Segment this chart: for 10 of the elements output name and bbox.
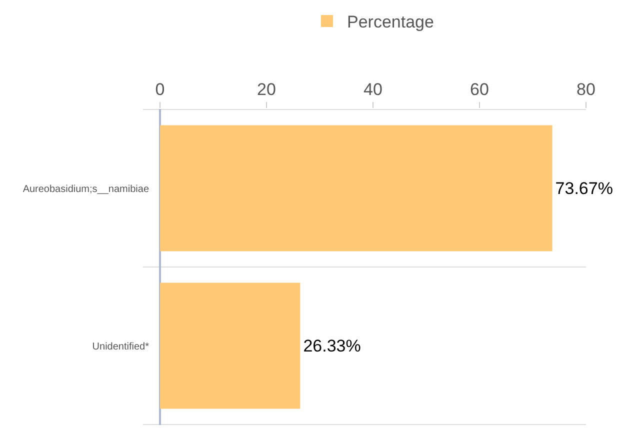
legend-label: Percentage [347, 12, 434, 32]
x-tick-label: 0 [155, 80, 165, 100]
y-tick-label: Unidentified* [92, 341, 150, 352]
data-label: 73.67% [555, 178, 613, 198]
y-tick-label: Aureobasidium;s__namibiae [22, 184, 150, 195]
data-label: 26.33% [303, 336, 361, 356]
x-tick-label: 20 [257, 80, 276, 100]
x-tick-label: 80 [576, 80, 596, 100]
x-tick-label: 40 [364, 80, 382, 100]
x-tick-label: 60 [470, 80, 489, 100]
